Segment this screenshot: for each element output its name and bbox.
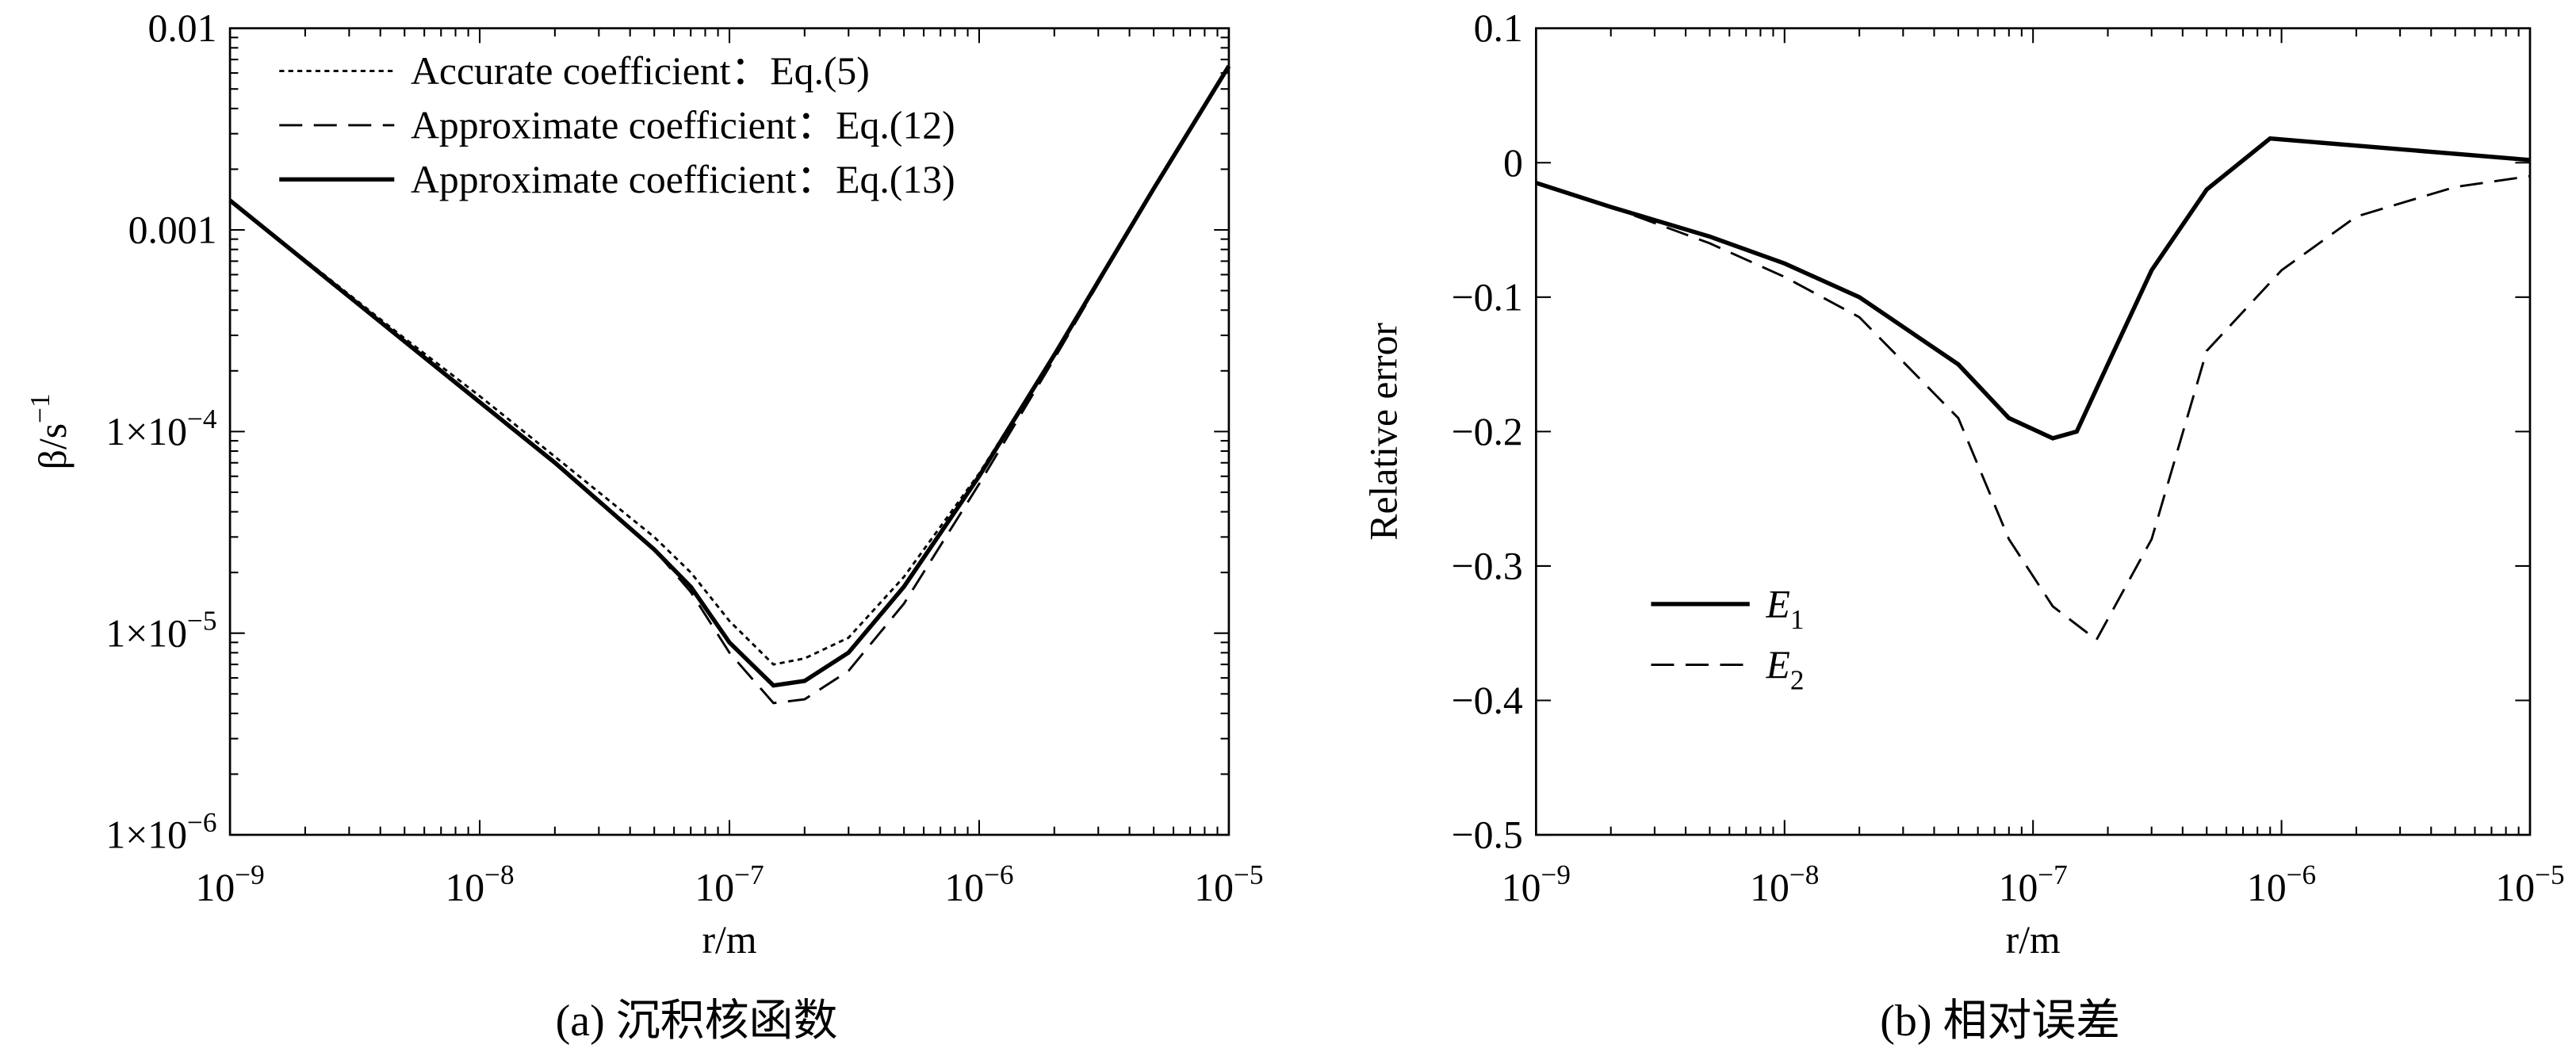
legend-label: Approximate coefficient：Eq.(13)	[411, 158, 955, 201]
legend-label: Approximate coefficient：Eq.(12)	[411, 103, 955, 147]
x-tick-label: 10−9	[195, 859, 264, 909]
y-tick-label: 1×10−6	[105, 807, 216, 857]
series-line	[1535, 174, 2531, 642]
x-tick-label: 10−8	[1750, 859, 1819, 909]
y-tick-label: −0.2	[1452, 410, 1523, 453]
x-axis-label: r/m	[2006, 918, 2061, 962]
y-tick-label: −0.1	[1452, 275, 1523, 319]
x-tick-label: 10−8	[445, 859, 514, 909]
x-tick-label: 10−7	[1999, 859, 2068, 909]
series-line	[228, 64, 1231, 688]
y-tick-label: 0.001	[128, 208, 217, 252]
y-tick-label: −0.4	[1452, 679, 1523, 722]
series-line	[1535, 136, 2531, 441]
legend-label: Accurate coefficient：Eq.(5)	[411, 49, 870, 93]
plot-frame	[228, 27, 1231, 836]
y-tick-label: 0	[1503, 141, 1523, 185]
legend-label: E2	[1765, 643, 1804, 696]
x-tick-label: 10−5	[1194, 859, 1263, 909]
y-tick-label: 1×10−4	[105, 404, 216, 453]
y-tick-label: −0.3	[1452, 544, 1523, 587]
series-line	[229, 65, 1231, 705]
y-tick-label: 0.01	[147, 6, 216, 50]
caption: (b) 相对误差	[1880, 997, 2120, 1046]
y-axis-label: Relative error	[1361, 323, 1405, 541]
x-tick-label: 10−7	[695, 859, 764, 909]
y-tick-label: 0.1	[1474, 6, 1523, 50]
x-tick-label: 10−6	[944, 859, 1013, 909]
x-tick-label: 10−9	[1502, 859, 1571, 909]
legend-label: E1	[1765, 582, 1804, 635]
y-tick-label: −0.5	[1452, 813, 1523, 857]
x-axis-label: r/m	[702, 918, 756, 962]
x-tick-label: 10−6	[2247, 859, 2316, 909]
y-axis-label: β/s−1	[25, 393, 75, 469]
x-tick-label: 10−5	[2495, 859, 2564, 909]
series-line	[229, 65, 1231, 666]
caption: (a) 沉积核函数	[556, 997, 838, 1046]
y-tick-label: 1×10−5	[105, 606, 216, 656]
